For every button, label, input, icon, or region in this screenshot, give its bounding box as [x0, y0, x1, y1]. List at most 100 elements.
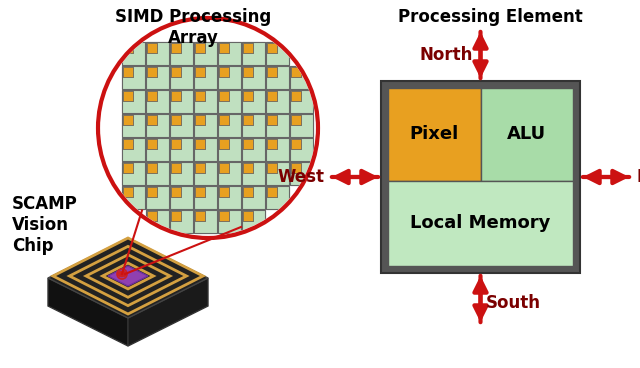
Bar [171, 163, 181, 173]
Bar [267, 187, 277, 197]
Bar [194, 210, 217, 233]
Bar [290, 162, 313, 185]
Bar [194, 138, 217, 161]
Bar [195, 163, 205, 173]
Bar [146, 138, 169, 161]
Bar [146, 210, 169, 233]
Bar [243, 187, 253, 197]
Bar [219, 43, 229, 53]
Bar [219, 67, 229, 77]
Bar [218, 90, 241, 113]
Bar [147, 67, 157, 77]
Bar [291, 163, 301, 173]
Bar [146, 66, 169, 89]
Bar [242, 186, 265, 209]
Polygon shape [128, 278, 208, 346]
Bar [147, 91, 157, 101]
Bar [242, 114, 265, 137]
Bar [122, 162, 145, 185]
Text: South: South [486, 294, 541, 312]
Bar [219, 139, 229, 149]
Bar [242, 114, 265, 137]
Circle shape [98, 18, 318, 238]
Bar [122, 186, 145, 209]
Bar [242, 90, 265, 113]
Bar [170, 66, 193, 89]
Bar [147, 187, 157, 197]
Bar [146, 114, 169, 137]
Bar [146, 138, 169, 161]
Bar [147, 211, 157, 221]
Bar [146, 42, 169, 65]
Bar [242, 42, 265, 65]
Bar [147, 163, 157, 173]
Bar [195, 211, 205, 221]
Bar [147, 43, 157, 53]
Bar [194, 90, 217, 113]
Bar [219, 139, 229, 149]
Bar [122, 42, 145, 65]
Bar [290, 90, 313, 113]
Bar [267, 43, 277, 53]
Bar [267, 139, 277, 149]
Bar [170, 162, 193, 185]
Bar [123, 187, 133, 197]
Bar [267, 115, 277, 125]
Bar [266, 66, 289, 89]
Bar [242, 138, 265, 161]
Bar [171, 211, 181, 221]
Bar [243, 115, 253, 125]
Bar [171, 187, 181, 197]
Bar [242, 42, 265, 65]
Bar [122, 66, 145, 89]
Bar [146, 66, 169, 89]
Bar [171, 67, 181, 77]
Bar [290, 138, 313, 161]
Bar [243, 67, 253, 77]
Bar [291, 163, 301, 173]
Bar [266, 186, 289, 209]
Bar [170, 210, 193, 233]
Bar [123, 67, 133, 77]
Bar [243, 67, 253, 77]
Bar [242, 210, 265, 233]
Bar [147, 115, 157, 125]
Bar [171, 91, 181, 101]
Bar [266, 114, 289, 137]
Bar [218, 186, 241, 209]
Bar [381, 81, 580, 273]
Bar [195, 67, 205, 77]
Bar [291, 67, 301, 77]
Bar [243, 187, 253, 197]
Bar [170, 90, 193, 113]
Bar [291, 91, 301, 101]
Bar [194, 42, 217, 65]
Bar [388, 88, 481, 181]
Bar [243, 43, 253, 53]
Bar [146, 114, 169, 137]
Bar [219, 91, 229, 101]
Bar [195, 115, 205, 125]
Bar [242, 66, 265, 89]
Bar [123, 115, 133, 125]
Bar [122, 114, 145, 137]
Bar [266, 138, 289, 161]
Bar [219, 187, 229, 197]
Bar [122, 90, 145, 113]
Bar [266, 90, 289, 113]
Bar [146, 162, 169, 185]
Bar [194, 138, 217, 161]
Text: Local Memory: Local Memory [410, 214, 550, 232]
Bar [243, 91, 253, 101]
Bar [171, 43, 181, 53]
Bar [219, 211, 229, 221]
Bar [266, 162, 289, 185]
Bar [123, 163, 133, 173]
Bar [194, 210, 217, 233]
Bar [171, 211, 181, 221]
Bar [195, 187, 205, 197]
Bar [290, 114, 313, 137]
Bar [170, 90, 193, 113]
Bar [170, 114, 193, 137]
Bar [170, 186, 193, 209]
